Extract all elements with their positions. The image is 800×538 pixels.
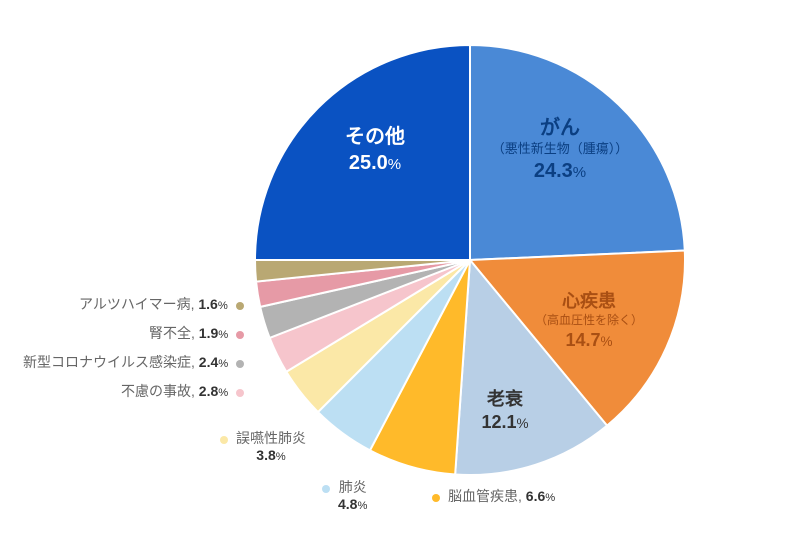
- marker-cerebro: [432, 494, 440, 502]
- marker-pneumonia: [322, 485, 330, 493]
- marker-accident: [236, 389, 244, 397]
- ext-label-covid: 新型コロナウイルス感染症2.4%: [23, 354, 228, 371]
- marker-alzheimer: [236, 302, 244, 310]
- slice-other: [255, 45, 470, 260]
- marker-renal: [236, 331, 244, 339]
- marker-aspiration: [220, 436, 228, 444]
- marker-covid: [236, 360, 244, 368]
- ext-label-pneumonia: 肺炎4.8%: [338, 479, 367, 513]
- pie-chart: [0, 0, 800, 538]
- ext-label-accident: 不慮の事故2.8%: [121, 383, 228, 400]
- ext-label-renal: 腎不全1.9%: [149, 325, 228, 342]
- ext-label-alzheimer: アルツハイマー病1.6%: [79, 296, 228, 313]
- ext-label-aspiration: 誤嚥性肺炎3.8%: [236, 430, 306, 464]
- ext-label-cerebro: 脳血管疾患6.6%: [448, 488, 555, 505]
- slice-cancer: [470, 45, 685, 260]
